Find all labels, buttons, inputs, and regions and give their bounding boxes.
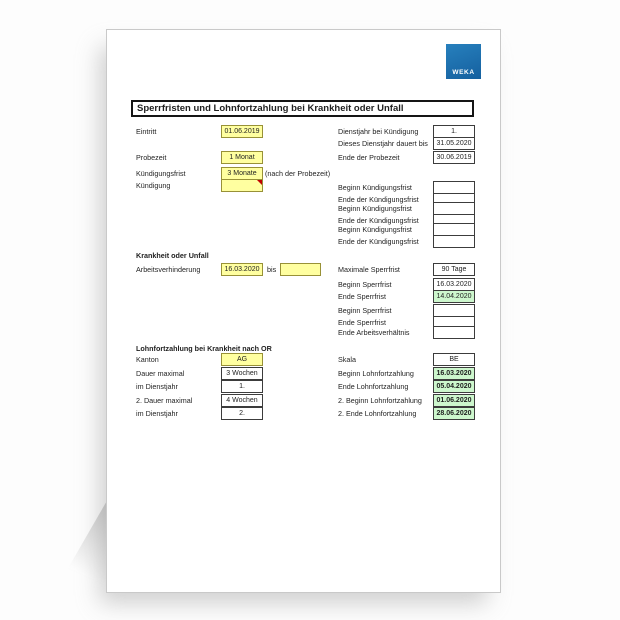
section-header-lohnfortzahlung: Lohnfortzahlung bei Krankheit nach OR xyxy=(136,344,272,353)
label-2-ende-lohnfortzahlung: 2. Ende Lohnfortzahlung xyxy=(338,409,417,418)
field-maximale-sperrfrist: 90 Tage xyxy=(433,263,475,276)
label-skala: Skala xyxy=(338,355,356,364)
label-beginn-kuendigungsfrist-3: Beginn Kündigungsfrist xyxy=(338,225,412,234)
label-bis: bis xyxy=(267,265,277,274)
label-beginn-lohnfortzahlung: Beginn Lohnfortzahlung xyxy=(338,369,414,378)
label-2-beginn-lohnfortzahlung: 2. Beginn Lohnfortzahlung xyxy=(338,396,422,405)
label-ende-lohnfortzahlung: Ende Lohnfortzahlung xyxy=(338,382,409,391)
label-beginn-sperrfrist-1: Beginn Sperrfrist xyxy=(338,280,392,289)
field-dauer-maximal: 3 Wochen xyxy=(221,367,263,380)
label-dienstjahr-bei-kuendigung: Dienstjahr bei Kündigung xyxy=(338,127,419,136)
field-2-dauer-maximal: 4 Wochen xyxy=(221,394,263,407)
label-kuendigungsfrist: Kündigungsfrist xyxy=(136,169,186,178)
label-ende-sperrfrist-2: Ende Sperrfrist xyxy=(338,318,386,327)
label-ende-kuendigungsfrist-3: Ende der Kündigungsfrist xyxy=(338,237,419,246)
field-dieses-dienstjahr-dauert-bis: 31.05.2020 xyxy=(433,137,475,150)
field-ende-lohnfortzahlung: 05.04.2020 xyxy=(433,380,475,393)
label-ende-der-probezeit: Ende der Probezeit xyxy=(338,153,400,162)
field-ende-kuendigungsfrist-3 xyxy=(433,235,475,248)
field-kanton[interactable]: AG xyxy=(221,353,263,366)
label-ende-sperrfrist-1: Ende Sperrfrist xyxy=(338,292,386,301)
label-im-dienstjahr-2: im Dienstjahr xyxy=(136,409,178,418)
field-im-dienstjahr-2: 2. xyxy=(221,407,263,420)
label-kuendigung: Kündigung xyxy=(136,181,171,190)
field-dienstjahr-bei-kuendigung: 1. xyxy=(433,125,475,138)
comment-marker-icon xyxy=(257,180,262,185)
label-kanton: Kanton xyxy=(136,355,159,364)
note-nach-der-probezeit: (nach der Probezeit) xyxy=(265,169,331,178)
field-2-ende-lohnfortzahlung: 28.06.2020 xyxy=(433,407,475,420)
label-eintritt: Eintritt xyxy=(136,127,157,136)
weka-logo-text: WEKA xyxy=(452,69,475,76)
field-arbeitsverhinderung-von[interactable]: 16.03.2020 xyxy=(221,263,263,276)
field-skala: BE xyxy=(433,353,475,366)
label-arbeitsverhinderung: Arbeitsverhinderung xyxy=(136,265,201,274)
label-probezeit: Probezeit xyxy=(136,153,167,162)
label-beginn-sperrfrist-2: Beginn Sperrfrist xyxy=(338,306,392,315)
field-probezeit[interactable]: 1 Monat xyxy=(221,151,263,164)
form-title: Sperrfristen und Lohnfortzahlung bei Kra… xyxy=(131,100,474,117)
label-dieses-dienstjahr-dauert-bis: Dieses Dienstjahr dauert bis xyxy=(338,139,428,148)
field-im-dienstjahr-1: 1. xyxy=(221,380,263,393)
field-beginn-lohnfortzahlung: 16.03.2020 xyxy=(433,367,475,380)
label-beginn-kuendigungsfrist-1: Beginn Kündigungsfrist xyxy=(338,183,412,192)
weka-logo: WEKA xyxy=(446,44,481,79)
field-eintritt[interactable]: 01.06.2019 xyxy=(221,125,263,138)
section-header-krankheit: Krankheit oder Unfall xyxy=(136,251,209,260)
field-ende-sperrfrist-1: 14.04.2020 xyxy=(433,290,475,303)
label-beginn-kuendigungsfrist-2: Beginn Kündigungsfrist xyxy=(338,204,412,213)
field-ende-der-probezeit: 30.06.2019 xyxy=(433,151,475,164)
label-maximale-sperrfrist: Maximale Sperrfrist xyxy=(338,265,400,274)
label-im-dienstjahr-1: im Dienstjahr xyxy=(136,382,178,391)
label-ende-kuendigungsfrist-1: Ende der Kündigungsfrist xyxy=(338,195,419,204)
field-kuendigung[interactable] xyxy=(221,179,263,192)
page-shadow xyxy=(52,492,112,596)
label-ende-arbeitsverhaeltnis: Ende Arbeitsverhältnis xyxy=(338,328,410,337)
field-ende-arbeitsverhaeltnis xyxy=(433,326,475,339)
field-2-beginn-lohnfortzahlung: 01.06.2020 xyxy=(433,394,475,407)
label-dauer-maximal: Dauer maximal xyxy=(136,369,185,378)
field-arbeitsverhinderung-bis[interactable] xyxy=(280,263,321,276)
label-ende-kuendigungsfrist-2: Ende der Kündigungsfrist xyxy=(338,216,419,225)
document-sheet: WEKA Sperrfristen und Lohnfortzahlung be… xyxy=(106,29,501,593)
label-2-dauer-maximal: 2. Dauer maximal xyxy=(136,396,193,405)
